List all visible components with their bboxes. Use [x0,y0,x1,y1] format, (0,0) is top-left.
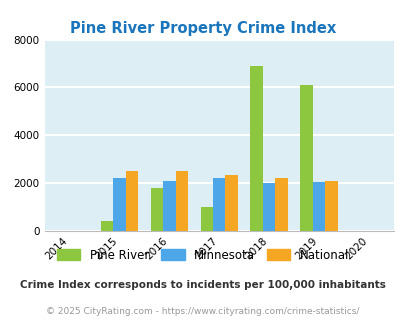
Bar [126,171,138,231]
Legend: Pine River, Minnesota, National: Pine River, Minnesota, National [53,245,352,265]
Text: Crime Index corresponds to incidents per 100,000 inhabitants: Crime Index corresponds to incidents per… [20,280,385,290]
Bar [324,181,337,231]
Bar [225,175,237,231]
Bar [113,178,126,231]
Bar [150,188,163,231]
Bar [300,85,312,231]
Bar [250,66,262,231]
Bar [275,178,287,231]
Text: © 2025 CityRating.com - https://www.cityrating.com/crime-statistics/: © 2025 CityRating.com - https://www.city… [46,307,359,316]
Bar [262,183,275,231]
Bar [200,207,213,231]
Bar [100,221,113,231]
Bar [163,181,175,231]
Text: Pine River Property Crime Index: Pine River Property Crime Index [70,21,335,36]
Bar [213,178,225,231]
Bar [175,171,188,231]
Bar [312,182,324,231]
